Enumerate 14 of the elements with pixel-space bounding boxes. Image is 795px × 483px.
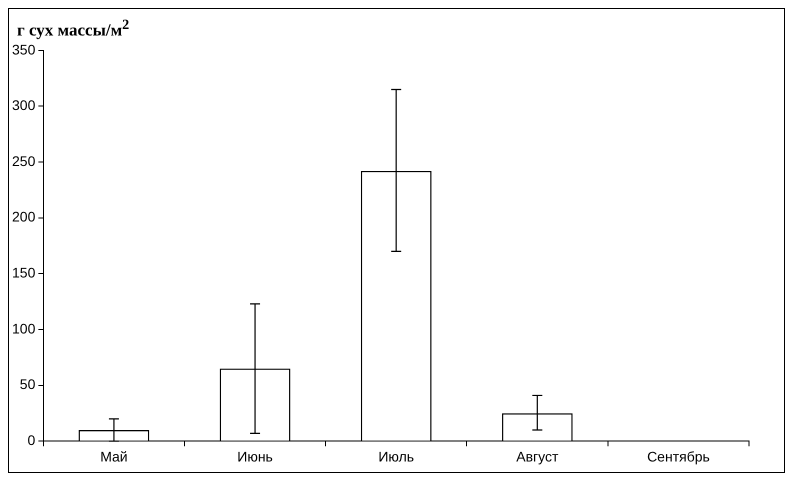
y-axis-title: г сух массы/м$^{2}$ bbox=[16, 16, 130, 40]
y-tick-label: 100 bbox=[12, 320, 36, 336]
y-tick-label: 200 bbox=[12, 208, 36, 225]
y-tick-label: 150 bbox=[12, 264, 36, 281]
y-tick-label: 250 bbox=[12, 152, 36, 169]
x-tick-label: Август bbox=[516, 448, 559, 464]
x-tick-label: Июнь bbox=[237, 448, 273, 464]
x-tick-label: Июль bbox=[378, 448, 414, 464]
y-tick-label: 300 bbox=[12, 97, 36, 114]
x-tick-label: Май bbox=[100, 448, 128, 464]
y-tick-label: 0 bbox=[28, 432, 36, 448]
y-tick-label: 50 bbox=[20, 376, 36, 392]
y-tick-label: 350 bbox=[12, 41, 36, 58]
x-tick-label: Сентябрь bbox=[647, 448, 710, 464]
